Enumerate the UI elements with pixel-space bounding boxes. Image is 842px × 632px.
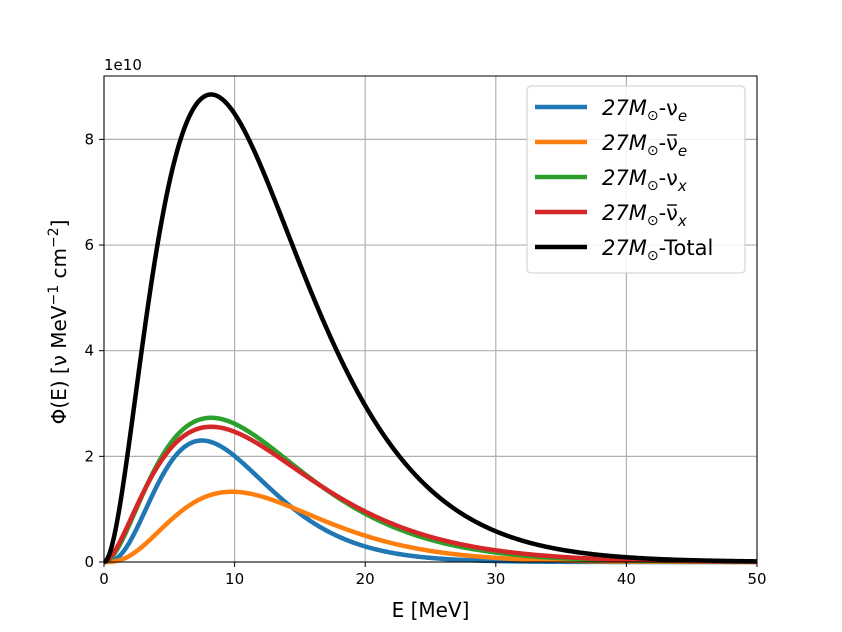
y-tick-label: 8	[84, 130, 94, 148]
y-axis-label: Φ(E) [ν MeV−1 cm−2]	[46, 220, 71, 425]
legend-label-subscript: e	[678, 107, 687, 125]
x-tick-label: 40	[617, 570, 636, 588]
legend-label-sun: ⊙	[647, 143, 659, 159]
x-tick-label: 20	[356, 570, 375, 588]
legend-label-subscript: x	[677, 212, 687, 230]
legend-label-sun: ⊙	[647, 178, 659, 194]
x-tick-label: 50	[747, 570, 766, 588]
legend-label-sun: ⊙	[647, 108, 659, 124]
legend-label-nu: -ν	[659, 201, 678, 225]
legend-label-sun: ⊙	[647, 213, 659, 229]
y-offset-text: 1e10	[104, 56, 142, 74]
y-axis-label-sup2: −2	[46, 227, 62, 248]
legend-label-main: 27M	[602, 96, 647, 120]
legend-label-main: 27M	[602, 166, 647, 190]
legend-label-nu: -ν	[659, 96, 678, 120]
legend-label-main: 27M	[602, 236, 647, 260]
y-axis-label-end: ]	[47, 220, 71, 228]
legend-label-nu: -Total	[659, 236, 714, 260]
y-axis-label-mid: cm	[47, 248, 71, 285]
axes-frame	[103, 75, 758, 563]
legend-label-main: 27M	[602, 131, 647, 155]
legend-label: 27M⊙-νe	[602, 96, 687, 125]
x-tick-label: 10	[225, 570, 244, 588]
y-axis-label-main: Φ(E) [ν MeV	[47, 305, 71, 424]
legend-label-nu: -ν	[659, 131, 678, 155]
legend-label: 27M⊙-νx	[602, 166, 687, 195]
legend-label: 27M⊙-Total	[602, 236, 713, 264]
legend-label: 27M⊙-νe	[602, 131, 687, 160]
legend-label: 27M⊙-νx	[602, 201, 687, 230]
y-tick-label: 0	[84, 553, 94, 571]
legend-label-sun: ⊙	[647, 248, 659, 264]
y-axis-label-sup1: −1	[46, 285, 62, 306]
legend-label-main: 27M	[602, 201, 647, 225]
x-axis-label: E [MeV]	[392, 598, 470, 622]
legend-label-subscript: x	[677, 177, 687, 195]
y-tick-label: 6	[84, 236, 94, 254]
x-tick-label: 30	[486, 570, 505, 588]
ticks: 0 10 20 30 40 50 0 2 4 6 8	[84, 130, 766, 588]
y-tick-label: 2	[84, 447, 94, 465]
y-tick-label: 4	[84, 342, 94, 360]
legend-label-subscript: e	[678, 142, 687, 160]
legend-box	[526, 85, 746, 274]
x-tick-label: 0	[99, 570, 109, 588]
series-line	[103, 92, 758, 565]
legend-label-nu: -ν	[659, 166, 678, 190]
